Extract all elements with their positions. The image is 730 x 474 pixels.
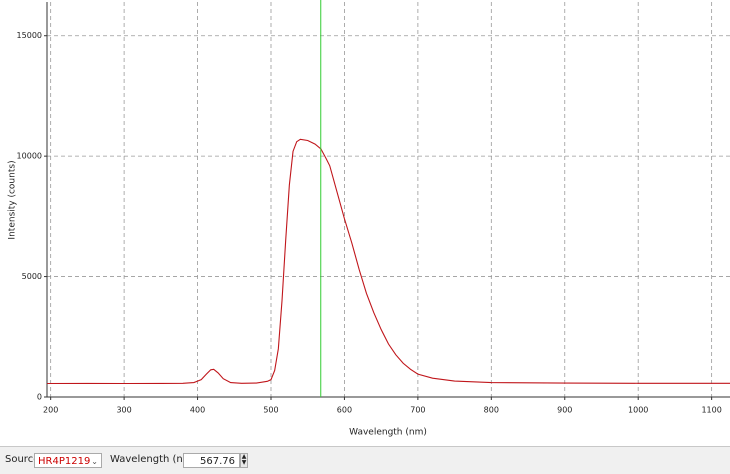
y-axis-label: Intensity (counts) [8,160,18,239]
x-tick-label: 600 [337,406,352,415]
y-tick-label: 5000 [22,272,42,281]
x-tick-label: 1000 [628,406,648,415]
x-tick-label: 200 [43,406,58,415]
wavelength-label: Wavelength (nm): [110,454,200,465]
x-axis-label: Wavelength (nm) [349,428,427,438]
wavelength-spinner[interactable]: ▲ ▼ [240,453,248,468]
x-tick-label: 900 [557,406,572,415]
x-tick-label: 800 [484,406,499,415]
y-tick-label: 15000 [17,31,42,40]
y-tick-label: 0 [37,393,42,402]
toolbar: Source: HR4P1219 ⌄ Wavelength (nm): 567.7… [0,446,730,474]
spectrum-line [46,138,730,385]
x-tick-label: 500 [263,406,278,415]
x-tick-label: 1100 [701,406,721,415]
y-tick-label: 10000 [17,152,42,161]
source-combo[interactable]: HR4P1219 ⌄ [34,453,102,468]
chart: Intensity (counts) Wavelength (nm) 0 5000… [8,0,730,438]
x-tick-label: 400 [190,406,205,415]
source-value: HR4P1219 [38,456,91,467]
x-tick-label: 300 [116,406,131,415]
source-label: Source: [5,454,43,465]
wavelength-input[interactable]: 567.76 [183,453,240,468]
x-tick-label: 700 [410,406,425,415]
